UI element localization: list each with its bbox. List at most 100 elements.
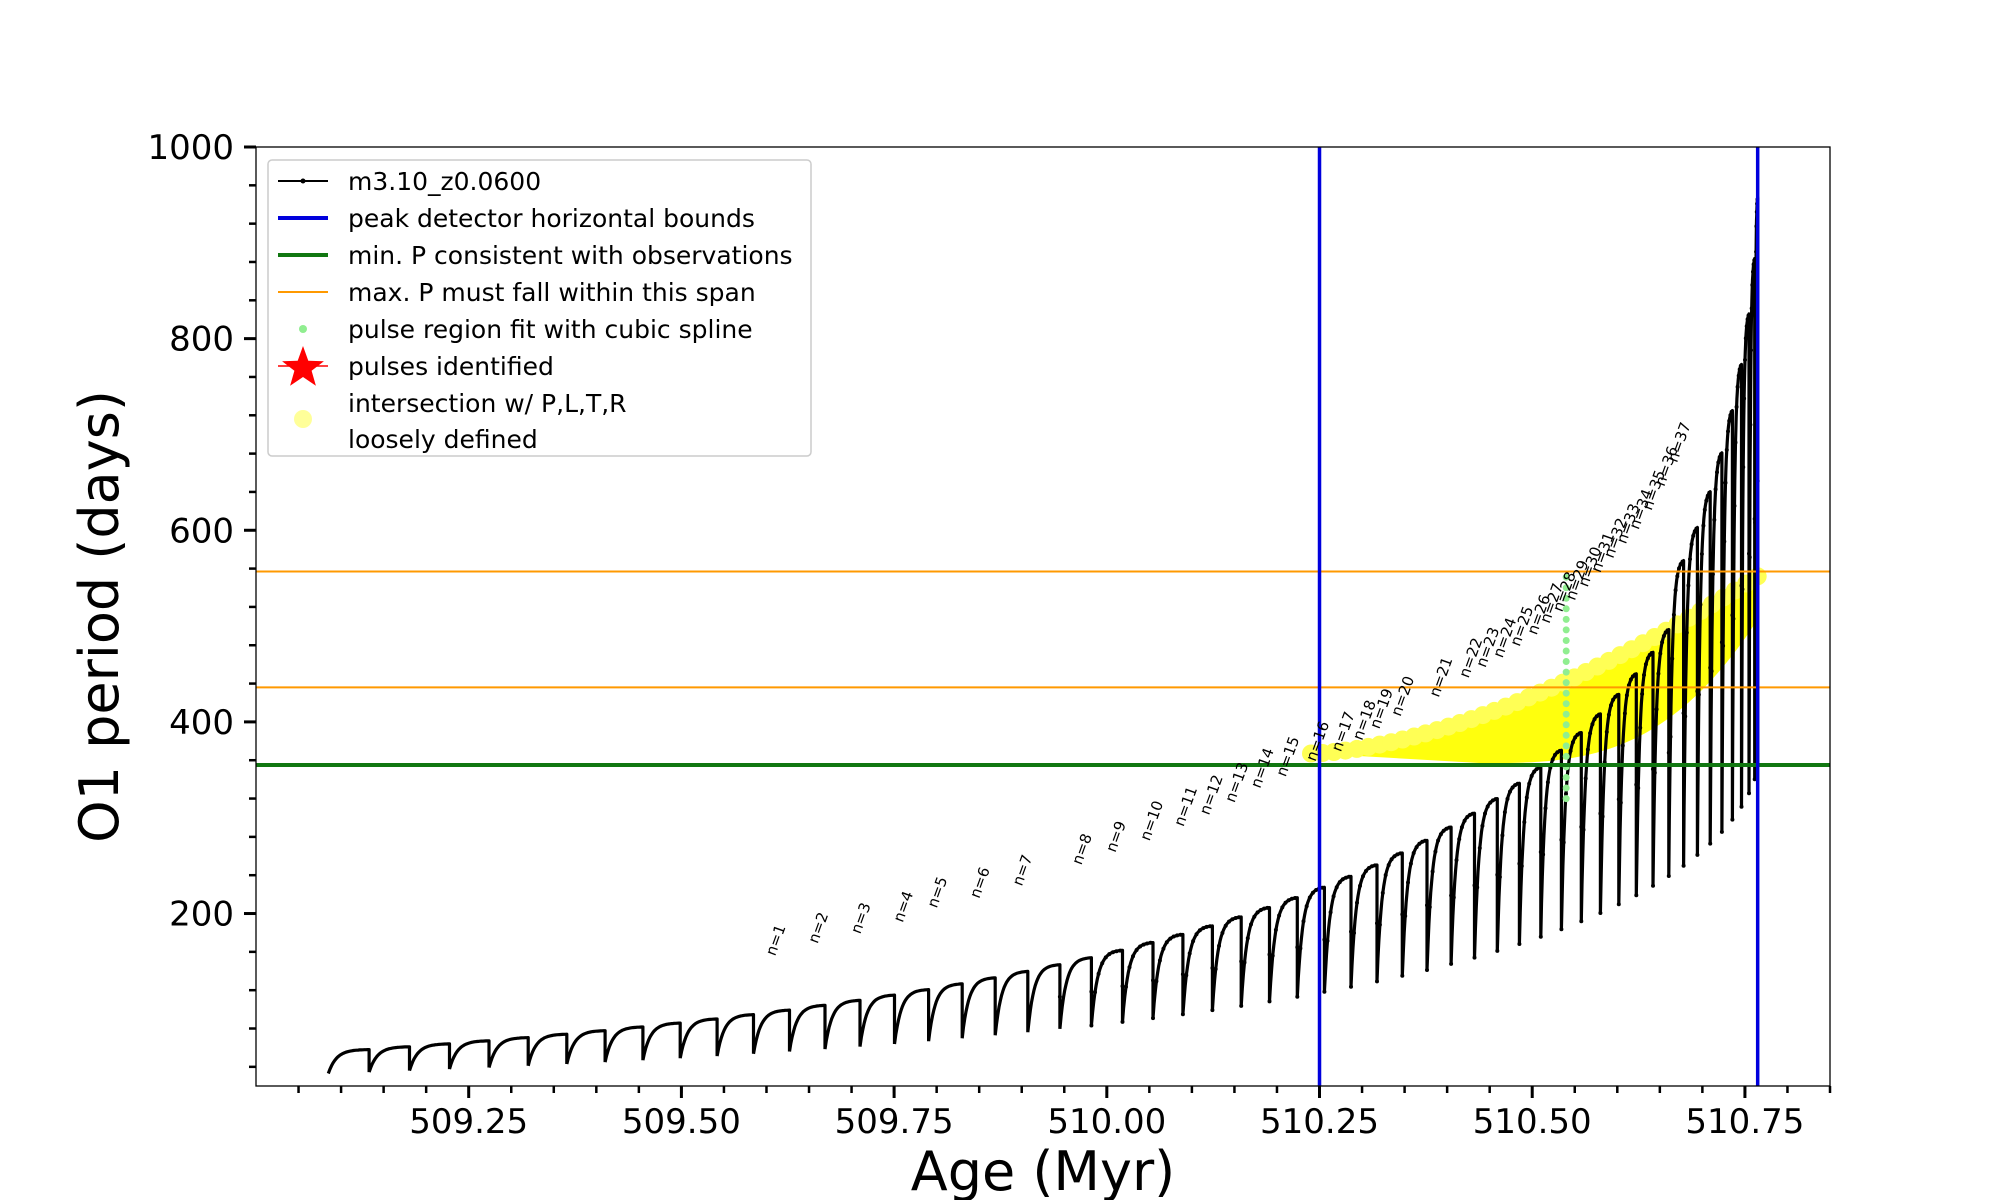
spline-point	[1562, 573, 1570, 581]
series-marker	[1689, 542, 1694, 547]
series-marker	[1681, 863, 1686, 868]
series-marker	[1502, 810, 1507, 815]
legend-entry: min. P consistent with observations	[278, 241, 793, 270]
series-marker	[1493, 797, 1498, 802]
series-marker	[1598, 911, 1603, 915]
series-marker	[1134, 948, 1139, 952]
series-marker	[1194, 932, 1199, 937]
series-marker	[1736, 373, 1741, 378]
series-marker	[1752, 258, 1757, 263]
series-marker	[1364, 869, 1368, 873]
series-marker	[1677, 566, 1681, 571]
series-marker	[1505, 796, 1510, 801]
spline-point	[1562, 795, 1570, 803]
series-marker	[1642, 673, 1646, 677]
series-marker	[1749, 348, 1753, 353]
series-marker	[1745, 317, 1750, 322]
series-marker	[1331, 894, 1336, 899]
series-marker	[1447, 825, 1452, 830]
series-marker	[1110, 950, 1115, 955]
pulse-label: n=21	[1425, 654, 1456, 699]
series-marker	[1472, 955, 1477, 960]
series-marker	[1436, 838, 1441, 843]
series-marker	[1495, 948, 1500, 953]
series-marker	[1723, 480, 1728, 485]
legend-swatch-dot	[300, 178, 306, 184]
series-marker	[1524, 795, 1529, 800]
series-marker	[1373, 863, 1377, 868]
series-marker	[1581, 827, 1586, 832]
intersection-region-layer	[1302, 567, 1767, 764]
series-marker	[1403, 914, 1408, 918]
series-marker	[1707, 490, 1712, 495]
series-marker	[1470, 811, 1475, 816]
series-marker	[1301, 919, 1306, 924]
series-marker	[1414, 845, 1419, 850]
series-marker	[1522, 820, 1527, 825]
y-tick-label: 400	[169, 703, 234, 743]
series-marker	[1322, 989, 1327, 994]
series-marker	[1227, 919, 1231, 924]
series-marker	[1343, 875, 1348, 880]
series-marker	[1592, 717, 1597, 722]
series-marker	[1168, 936, 1173, 941]
spline-point	[1562, 721, 1570, 729]
series-marker	[1408, 861, 1413, 866]
series-marker	[1171, 934, 1176, 939]
series-marker	[1694, 526, 1699, 531]
series-marker	[1730, 817, 1735, 822]
series-marker	[1093, 990, 1097, 995]
series-marker	[1352, 931, 1356, 935]
series-marker	[1220, 931, 1225, 935]
series-marker	[1719, 452, 1723, 457]
axes-layer: 509.25 509.50 509.75 510.00 510.25 510.50 510.…	[147, 128, 1832, 1142]
series-marker	[1708, 841, 1713, 846]
series-marker	[1485, 804, 1490, 809]
series-marker	[1349, 984, 1353, 989]
pulse-label: n=7	[1009, 852, 1037, 888]
series-marker	[1258, 908, 1263, 912]
series-marker	[1744, 324, 1749, 329]
series-marker	[1270, 953, 1275, 958]
series-marker	[1187, 951, 1192, 956]
series-marker	[1649, 651, 1654, 655]
series-marker	[1480, 823, 1485, 828]
series-marker	[1245, 936, 1250, 941]
series-marker	[1671, 612, 1676, 617]
series-marker	[1462, 818, 1467, 823]
series-marker	[1645, 656, 1650, 661]
spline-point	[1562, 752, 1570, 760]
series-marker	[1616, 797, 1621, 802]
series-marker	[1588, 731, 1593, 736]
series-marker	[1716, 460, 1721, 465]
x-tick-label: 509.25	[409, 1102, 528, 1142]
series-marker	[1743, 357, 1747, 362]
series-marker	[1696, 692, 1701, 697]
series-marker	[1726, 429, 1730, 434]
peak-bounds-layer	[1317, 147, 1760, 1086]
y-tick-label: 1000	[147, 128, 234, 168]
series-marker	[1719, 640, 1724, 645]
series-marker	[1406, 880, 1410, 885]
series-marker	[1622, 711, 1627, 716]
pulse-label: n=2	[804, 910, 832, 946]
series-marker	[1096, 971, 1101, 976]
series-marker	[1583, 776, 1588, 781]
series-marker	[1120, 984, 1125, 989]
series-marker	[1280, 905, 1285, 910]
series-marker	[1701, 523, 1706, 528]
legend-swatch	[299, 325, 307, 333]
series-marker	[1750, 283, 1755, 287]
y-tick-label: 600	[169, 511, 234, 551]
series-marker	[1543, 806, 1548, 811]
series-marker	[1310, 890, 1315, 895]
series-marker	[1400, 973, 1405, 978]
series-marker	[1747, 791, 1751, 796]
series-marker	[1651, 767, 1655, 772]
series-marker	[1618, 800, 1623, 805]
series-marker	[1411, 851, 1416, 855]
series-marker	[1120, 1019, 1125, 1024]
series-marker	[1386, 863, 1391, 867]
series-marker	[1585, 747, 1590, 752]
